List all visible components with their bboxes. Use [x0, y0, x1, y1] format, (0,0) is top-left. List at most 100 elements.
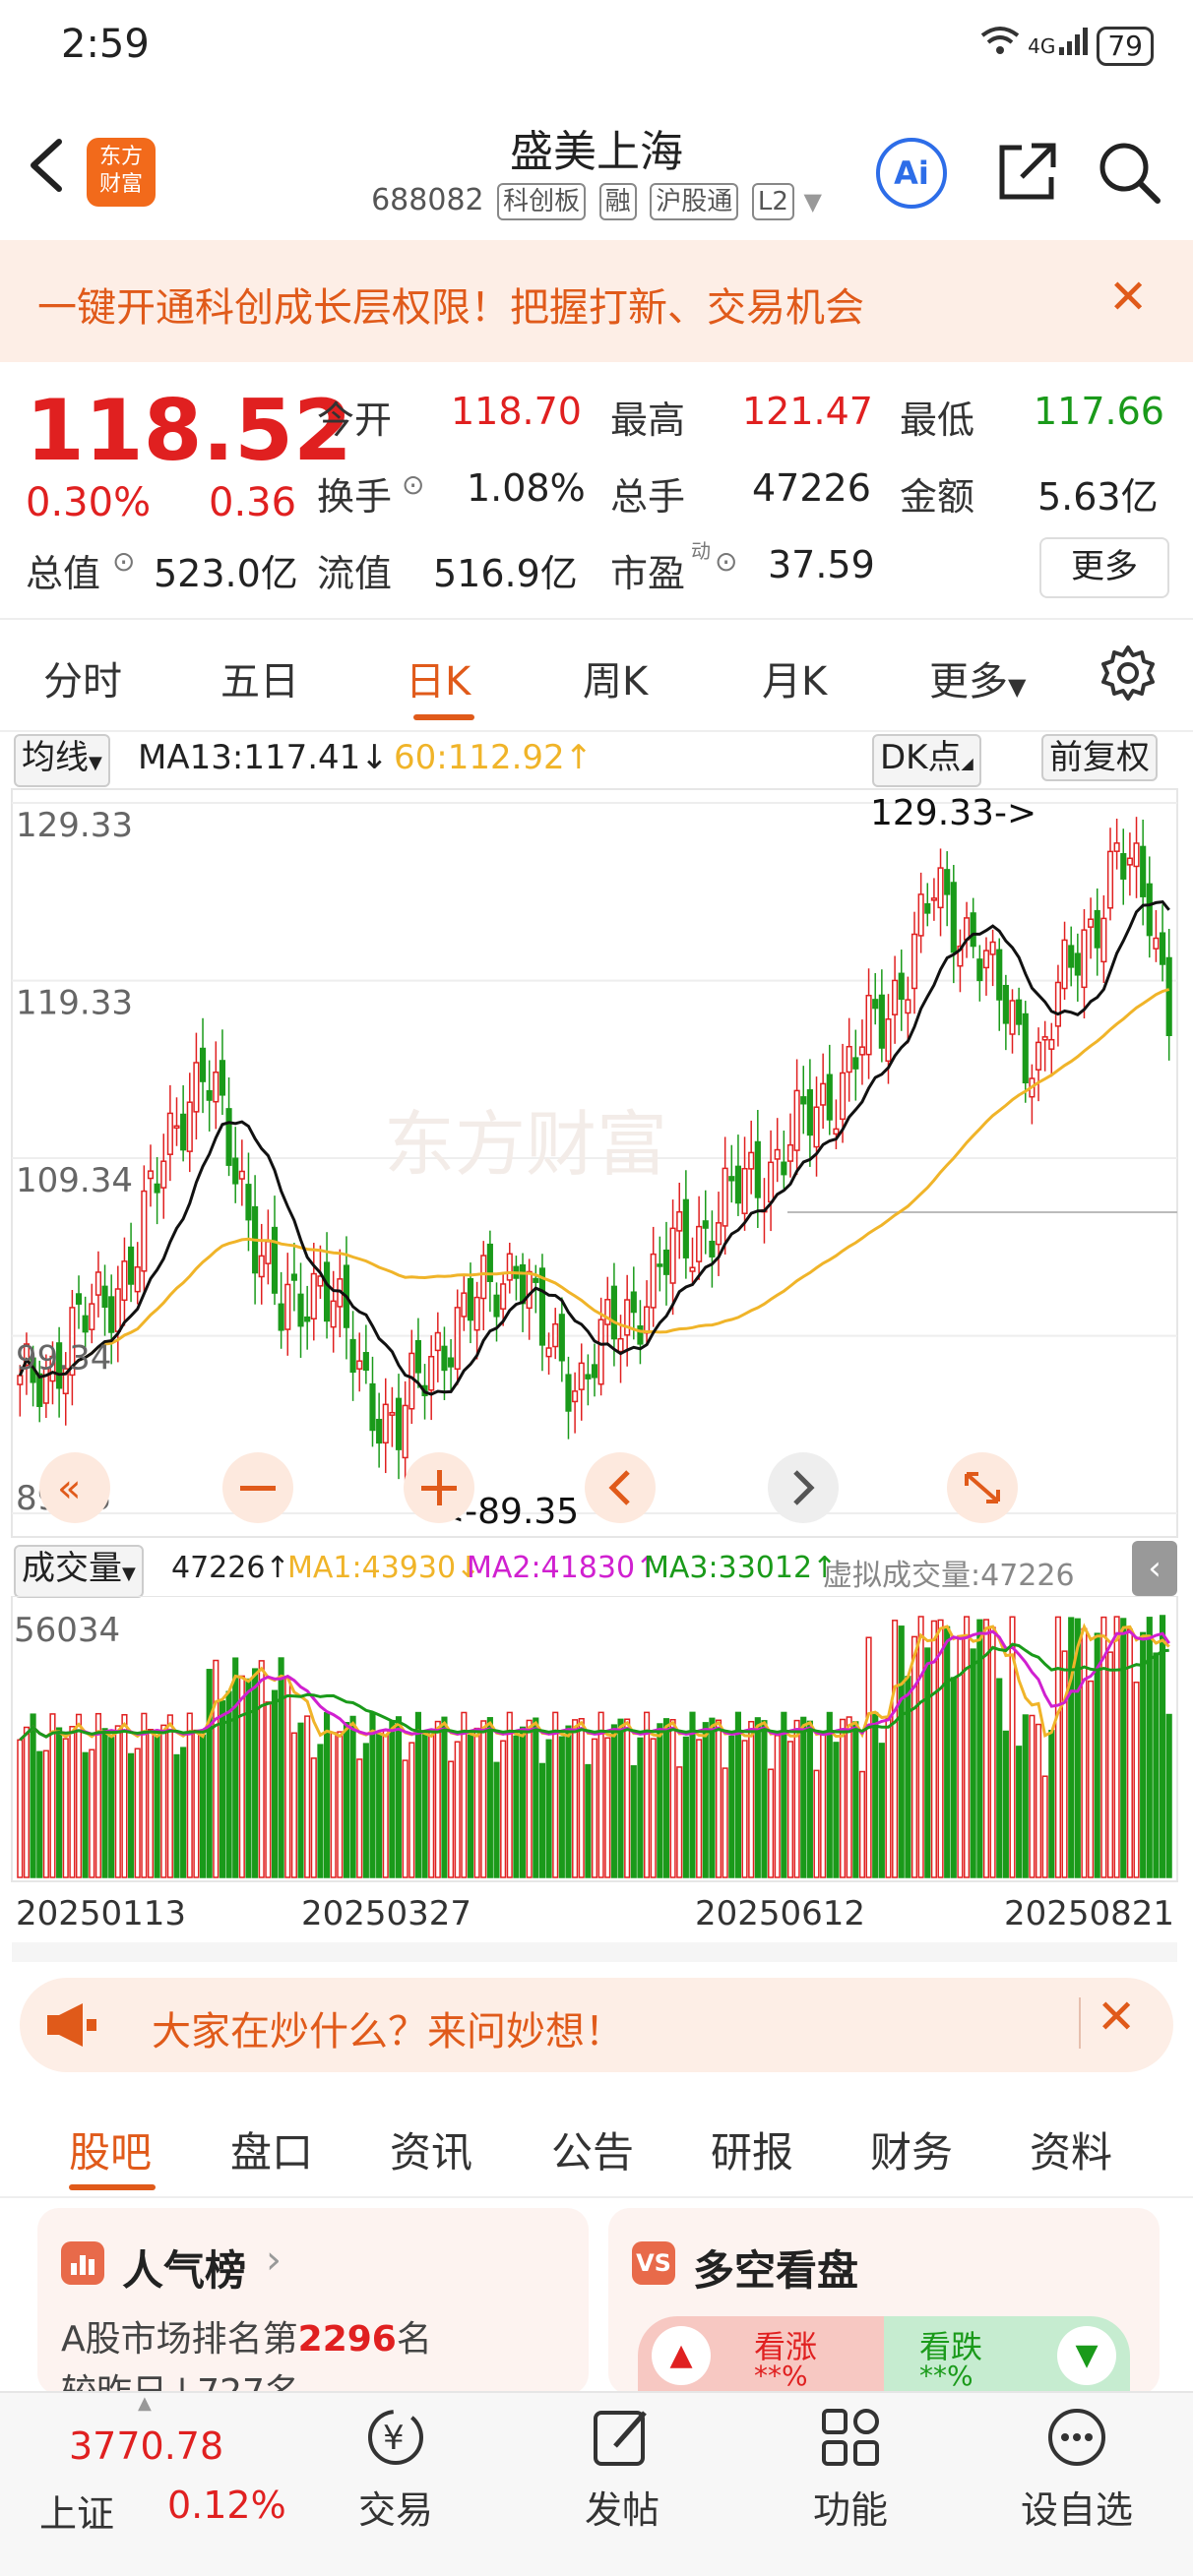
tab-monthly-k[interactable]: 月K: [762, 659, 828, 705]
more-button[interactable]: 更多: [1039, 537, 1169, 598]
volume-bar: [533, 1717, 539, 1878]
scroll-left-button: [585, 1452, 656, 1523]
candle-down: [108, 1296, 115, 1333]
ma13-line: [18, 900, 1170, 1396]
dk-point-select[interactable]: DK点◢: [872, 734, 981, 787]
rank-suffix: 名: [396, 2319, 432, 2360]
volume-select[interactable]: 成交量▼: [14, 1545, 144, 1598]
candle-up: [258, 1255, 265, 1278]
info-icon[interactable]: ⊙: [715, 545, 738, 578]
search-icon[interactable]: [1095, 138, 1163, 207]
tag-connect: 沪股通: [650, 183, 739, 220]
close-icon[interactable]: ✕: [1108, 270, 1149, 325]
tab-announcements[interactable]: 公告: [551, 2128, 635, 2177]
close-icon[interactable]: ✕: [1097, 1990, 1137, 2045]
gear-icon[interactable]: [1099, 644, 1158, 706]
candle-down: [225, 1108, 232, 1166]
index-ticker[interactable]: 3770.78 上证 0.12%: [30, 2421, 286, 2558]
vs-icon: VS: [632, 2241, 675, 2285]
collapse-panel-button[interactable]: ‹: [1132, 1541, 1177, 1596]
info-icon[interactable]: ⊙: [402, 468, 425, 501]
volume-bar: [545, 1739, 552, 1878]
candle-up: [500, 1283, 507, 1310]
bull-side[interactable]: ▲ 看涨 **%: [638, 2316, 884, 2395]
tab-daily-k[interactable]: 日K: [406, 659, 471, 705]
candle-up: [402, 1404, 408, 1459]
stock-subtitle[interactable]: 688082 科创板 融 沪股通 L2 ▼: [0, 183, 1193, 220]
volume-bar: [930, 1620, 937, 1878]
ask-ai-text[interactable]: 大家在炒什么？来问妙想！: [152, 2009, 624, 2055]
candle-up: [160, 1160, 167, 1189]
candle-down: [1146, 883, 1153, 937]
volume-bar: [402, 1759, 408, 1878]
candle-down: [806, 1089, 813, 1136]
tab-weekly-k[interactable]: 周K: [583, 659, 649, 705]
volume-chart[interactable]: 56034 20250113 20250327 20250612 20250821: [0, 1596, 1193, 1962]
pe-label: 市盈: [610, 552, 686, 595]
candle-up: [910, 933, 918, 990]
high-label: 最高: [610, 399, 686, 442]
tab-news[interactable]: 资讯: [390, 2128, 473, 2177]
volume-bar: [657, 1723, 663, 1878]
info-icon[interactable]: ⊙: [112, 545, 136, 578]
volume-bar: [944, 1625, 951, 1878]
nav-post[interactable]: 发帖: [553, 2403, 691, 2534]
sentiment-vote-bar[interactable]: ▲ 看涨 **% 看跌 **% ▼: [638, 2316, 1130, 2395]
candle-down: [970, 912, 976, 948]
tab-more[interactable]: 更多▼: [929, 649, 1026, 706]
nav-trade[interactable]: ¥ 交易: [327, 2403, 465, 2534]
share-icon[interactable]: [992, 138, 1061, 207]
tab-profile[interactable]: 资料: [1030, 2128, 1113, 2177]
volume-bar: [885, 1717, 892, 1878]
candle-up: [865, 994, 872, 1056]
price-axis-label: 129.33: [16, 806, 133, 845]
bull-label: 看涨: [754, 2328, 818, 2365]
volume-bar: [297, 1722, 304, 1878]
candle-up: [578, 1362, 585, 1390]
nav-functions[interactable]: 功能: [782, 2403, 919, 2534]
tab-order-book[interactable]: 盘口: [230, 2128, 314, 2177]
arrow-up-icon[interactable]: ▲: [652, 2326, 711, 2385]
volume-bar: [395, 1716, 403, 1878]
adjust-select[interactable]: 前复权: [1041, 734, 1158, 781]
volume-bar: [793, 1719, 800, 1878]
caret-down-icon: ▼: [89, 753, 102, 773]
price-axis-label: 99.34: [16, 1339, 111, 1379]
promo-banner[interactable]: 一键开通科创成长层权限！把握打新、交易机会 ✕: [0, 240, 1193, 362]
volume-bar: [597, 1711, 604, 1878]
bear-side[interactable]: 看跌 **% ▼: [884, 2316, 1130, 2395]
promo-text[interactable]: 一键开通科创成长层权限！把握打新、交易机会: [37, 285, 864, 331]
candle-down: [924, 902, 931, 914]
stock-name[interactable]: 盛美上海: [510, 127, 683, 177]
nav-watchlist-label: 设自选: [1020, 2488, 1133, 2532]
indicator-select-label: 均线: [22, 738, 89, 777]
ai-assistant-button[interactable]: Ai: [876, 138, 947, 209]
volume-bar: [662, 1718, 670, 1878]
tab-finance[interactable]: 财务: [870, 2128, 954, 2177]
volume-value: 47226↑: [171, 1551, 290, 1585]
tab-forum[interactable]: 股吧: [69, 2128, 153, 2177]
arrow-down-icon[interactable]: ▼: [1057, 2326, 1116, 2385]
volume-bar: [1088, 1680, 1095, 1878]
sentiment-card[interactable]: VS 多空看盘 ▲ 看涨 **% 看跌 **% ▼: [608, 2208, 1160, 2395]
tab-intraday[interactable]: 分时: [43, 659, 122, 705]
tab-research[interactable]: 研报: [711, 2128, 794, 2177]
indicator-select[interactable]: 均线▼: [14, 734, 110, 787]
index-percent: 0.12%: [167, 2484, 286, 2527]
volume-bar: [160, 1724, 167, 1878]
nav-watchlist[interactable]: 设自选: [1008, 2403, 1146, 2534]
candle-down: [1159, 932, 1166, 965]
volume-bar: [369, 1711, 376, 1878]
ask-ai-bar[interactable]: 大家在炒什么？来问妙想！ ✕: [20, 1978, 1173, 2072]
candle-up: [186, 1101, 193, 1152]
volume-bar: [94, 1712, 101, 1878]
scroll-left-fast-button: «: [39, 1452, 110, 1523]
back-arrow-icon[interactable]: [20, 136, 79, 195]
tab-five-day[interactable]: 五日: [220, 659, 299, 705]
popularity-card[interactable]: 人气榜 › A股市场排名第2296名 较昨日↓727名: [37, 2208, 589, 2395]
candle-down: [734, 1165, 741, 1204]
volume-bar: [610, 1724, 617, 1878]
volume-bar: [114, 1725, 121, 1878]
candle-up: [330, 1300, 337, 1328]
